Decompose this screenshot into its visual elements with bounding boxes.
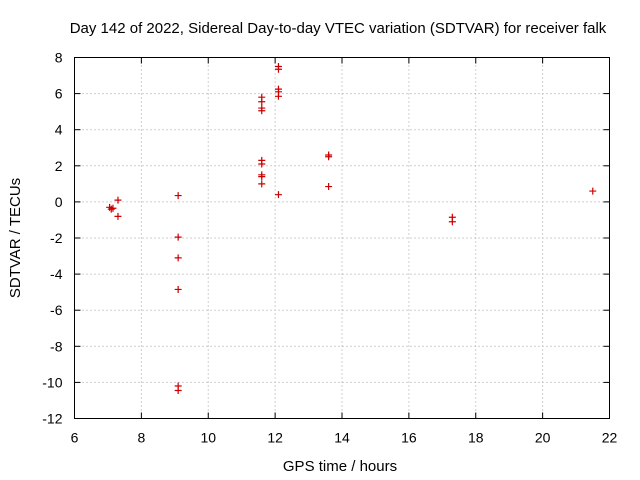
- x-axis-title: GPS time / hours: [283, 458, 397, 475]
- x-tick-label: 10: [200, 430, 216, 446]
- y-tick-label: -10: [42, 374, 62, 390]
- y-tick-label: -8: [50, 338, 63, 354]
- y-tick-label: -4: [50, 266, 63, 282]
- data-point: [174, 285, 182, 293]
- data-point: [174, 192, 182, 200]
- data-point: [114, 196, 122, 204]
- data-point: [258, 173, 266, 181]
- y-axis-title: SDTVAR / TECUs: [7, 178, 24, 298]
- chart-title: Day 142 of 2022, Sidereal Day-to-day VTE…: [70, 20, 607, 37]
- y-tick-label: 2: [55, 158, 63, 174]
- x-tick-label: 6: [71, 430, 79, 446]
- y-tick-label: -2: [50, 230, 63, 246]
- data-point: [106, 203, 114, 211]
- data-point: [448, 218, 456, 226]
- x-tick-labels: 6 8 10 12 14 16 18 20 22: [71, 430, 618, 446]
- x-tick-label: 16: [401, 430, 417, 446]
- data-point: [274, 191, 282, 199]
- x-tick-label: 14: [334, 430, 350, 446]
- data-point: [258, 180, 266, 188]
- data-point: [274, 65, 282, 73]
- y-tick-label: 4: [55, 122, 63, 138]
- x-tick-label: 12: [267, 430, 283, 446]
- grid-lines: [74, 57, 610, 419]
- data-point: [107, 205, 115, 213]
- x-tick-label: 22: [602, 430, 618, 446]
- data-point: [174, 233, 182, 241]
- y-tick-label: -6: [50, 302, 63, 318]
- data-point: [274, 92, 282, 100]
- data-point: [258, 107, 266, 115]
- data-point: [174, 387, 182, 395]
- y-tick-label: -12: [42, 411, 62, 427]
- data-point: [109, 204, 117, 212]
- x-tick-label: 18: [468, 430, 484, 446]
- data-point: [114, 212, 122, 220]
- y-tick-label: 8: [55, 50, 63, 66]
- axis-ticks: [74, 57, 610, 419]
- data-point: [325, 153, 333, 161]
- y-tick-labels: -12 -10 -8 -6 -4 -2 0 2 4 6 8: [42, 50, 62, 427]
- x-tick-label: 8: [137, 430, 145, 446]
- data-points: [106, 63, 597, 395]
- data-point: [258, 98, 266, 106]
- y-tick-label: 0: [55, 194, 63, 210]
- data-point: [174, 254, 182, 262]
- data-point: [325, 183, 333, 191]
- y-tick-label: 6: [55, 86, 63, 102]
- data-point: [589, 187, 597, 195]
- data-point: [258, 160, 266, 168]
- x-tick-label: 20: [535, 430, 551, 446]
